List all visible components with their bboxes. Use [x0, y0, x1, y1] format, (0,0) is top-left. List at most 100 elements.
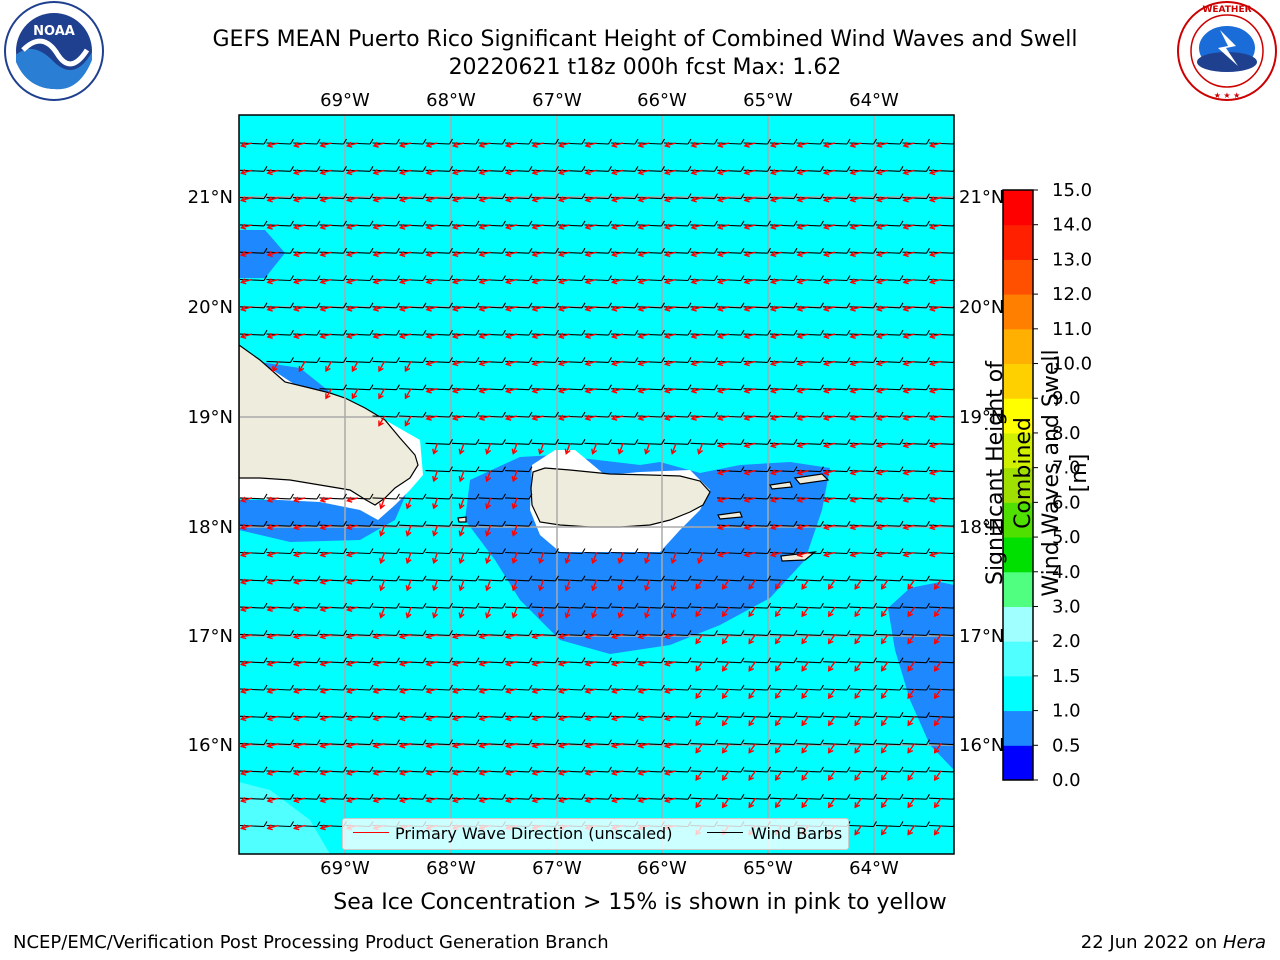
wave-arrow-head [379, 503, 386, 510]
wave-arrow-head [827, 638, 834, 645]
wave-arrow-head [558, 387, 565, 394]
wave-arrow [479, 388, 491, 393]
wave-arrow-head [404, 393, 411, 400]
wave-arrow [850, 278, 862, 284]
wind-barb-tick [422, 384, 427, 390]
wave-arrow-head [611, 633, 618, 640]
wind-barb-tick [316, 602, 321, 609]
wind-barb-tick [661, 166, 665, 172]
wind-barb-tick [343, 247, 347, 254]
wave-arrow [506, 251, 518, 256]
wind-barb-tick [926, 439, 930, 445]
wind-barb-tick [263, 193, 268, 199]
wind-barb-tick [555, 602, 559, 609]
wave-arrow [718, 551, 730, 557]
wave-arrow [479, 742, 491, 748]
wind-barb-tick [343, 193, 347, 199]
wave-arrow [612, 797, 624, 802]
wave-arrow-head [319, 687, 326, 694]
wave-arrow [903, 142, 915, 147]
wave-arrow [320, 251, 332, 256]
wind-barb-tick [820, 493, 824, 500]
wind-barb-tick [926, 766, 930, 773]
wave-arrow [665, 251, 677, 256]
wave-arrow-head [827, 665, 834, 672]
wave-arrow [479, 196, 491, 202]
wind-barb-tick [926, 302, 930, 309]
wave-arrow [459, 443, 465, 454]
wave-arrow-head [854, 583, 861, 590]
wind-barb-tick [263, 166, 268, 172]
wind-barb-tick [873, 193, 877, 199]
wind-barb-tick [608, 384, 612, 390]
wave-arrow [378, 361, 386, 372]
wave-arrow-head [584, 387, 591, 394]
wave-arrow [585, 142, 597, 147]
wind-barb-tick [290, 657, 294, 663]
wave-arrow-head [637, 278, 644, 285]
wave-arrow [592, 606, 598, 618]
wind-barb-tick [502, 193, 506, 199]
wind-barb-tick [555, 548, 559, 554]
wave-arrow-head [690, 414, 697, 421]
wave-arrow-head [849, 305, 856, 312]
wind-barb-tick [555, 138, 559, 145]
wave-arrow [453, 661, 465, 666]
wind-barb-tick [263, 766, 268, 773]
wave-arrow-head [319, 305, 326, 312]
wind-barb-tick [926, 548, 930, 554]
wave-arrow [585, 633, 597, 638]
wind-barb-tick [316, 739, 321, 745]
wave-arrow [877, 524, 889, 529]
wave-arrow [347, 606, 359, 611]
wave-arrow [559, 224, 571, 229]
wave-arrow-head [717, 469, 724, 476]
wind-barb-tick [581, 411, 586, 418]
colorbar-segment [1003, 745, 1033, 781]
wind-barb-tick [873, 793, 877, 800]
wind-barb-tick [263, 493, 268, 500]
wave-arrow-head [770, 332, 777, 340]
wind-barb-tick [687, 302, 692, 309]
wave-arrow [797, 524, 809, 529]
wind-barb-tick [581, 548, 586, 554]
wave-arrow [400, 306, 412, 311]
wave-arrow [824, 196, 836, 202]
wave-arrow-head [670, 585, 677, 592]
wave-arrow [934, 770, 942, 781]
wave-arrow-head [564, 612, 571, 619]
wind-barb-tick [290, 520, 294, 527]
wave-arrow-head [346, 496, 353, 503]
wave-arrow [294, 306, 306, 311]
wind-barb-tick [608, 357, 612, 363]
wave-arrow-head [505, 278, 512, 285]
wind-barb-tick [343, 684, 347, 691]
wind-barb-tick [793, 329, 798, 336]
wave-arrow [881, 661, 889, 672]
wave-arrow [612, 360, 624, 365]
wave-arrow-head [774, 583, 781, 590]
wave-arrow-head [372, 141, 379, 148]
wave-arrow [320, 142, 332, 147]
wind-barb-tick [581, 657, 586, 663]
wind-barb-tick [740, 302, 745, 309]
wind-barb-tick [793, 739, 798, 745]
wind-barb-tick [343, 739, 347, 745]
wave-arrow [272, 361, 280, 372]
colorbar-segment [1003, 294, 1033, 330]
wave-arrow-head [880, 692, 887, 700]
wave-arrow-head [372, 250, 379, 258]
wind-barb-tick [926, 193, 930, 199]
wind-barb-tick [740, 630, 745, 636]
wave-arrow-head [717, 551, 724, 558]
wave-arrow-head [478, 715, 485, 722]
wave-arrow-head [880, 747, 887, 754]
wave-arrow-head [880, 829, 887, 836]
wave-arrow-head [748, 774, 755, 782]
wave-arrow-head [511, 448, 518, 455]
wind-barb-tick [634, 275, 639, 281]
wave-arrow [854, 633, 863, 644]
wave-arrow-head [770, 305, 777, 312]
wind-barb-tick [687, 684, 692, 691]
wave-arrow [459, 470, 465, 482]
